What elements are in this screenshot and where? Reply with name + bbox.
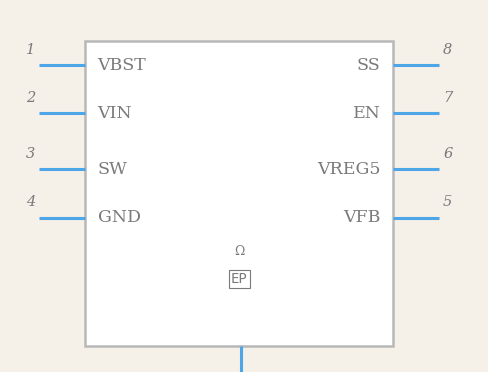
Text: 4: 4 — [26, 195, 35, 209]
Text: EP: EP — [231, 272, 247, 286]
Text: Ω: Ω — [234, 245, 244, 258]
Text: VIN: VIN — [98, 105, 132, 122]
Text: 2: 2 — [26, 91, 35, 105]
Text: 5: 5 — [443, 195, 452, 209]
Text: 8: 8 — [443, 43, 452, 57]
Bar — [85, 41, 393, 346]
Text: SW: SW — [98, 161, 127, 178]
Text: EN: EN — [353, 105, 381, 122]
Text: 3: 3 — [26, 147, 35, 161]
Text: VFB: VFB — [343, 209, 381, 226]
Text: 7: 7 — [443, 91, 452, 105]
Text: VBST: VBST — [98, 57, 146, 74]
Text: SS: SS — [357, 57, 381, 74]
Text: 6: 6 — [443, 147, 452, 161]
Text: VREG5: VREG5 — [317, 161, 381, 178]
Text: 1: 1 — [26, 43, 35, 57]
Text: GND: GND — [98, 209, 141, 226]
